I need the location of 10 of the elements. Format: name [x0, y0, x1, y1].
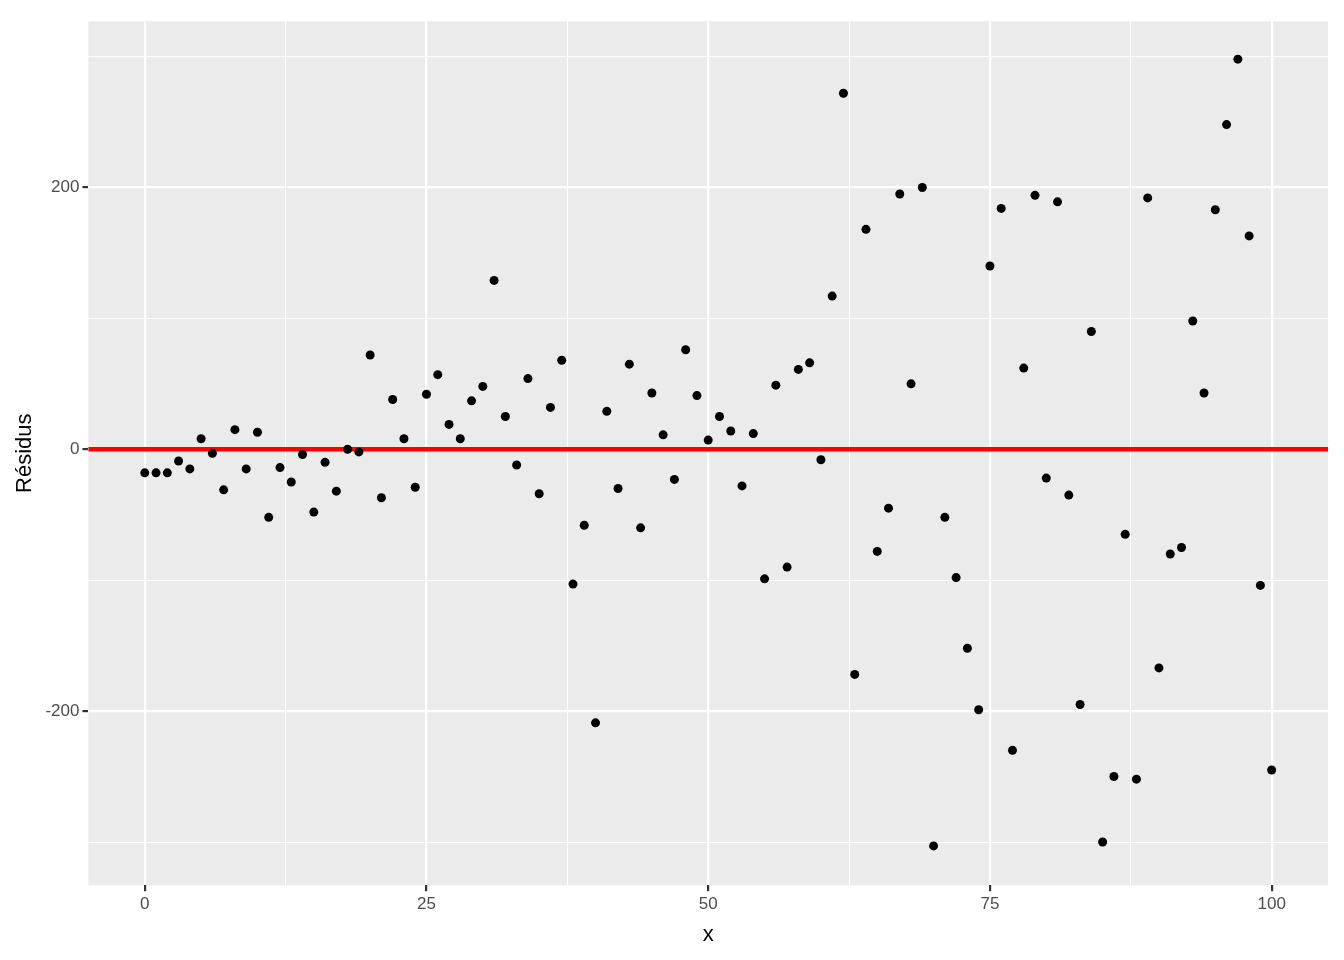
- x-tick-label: 25: [417, 894, 436, 914]
- x-tick-label: 50: [698, 894, 718, 914]
- y-tick-label: 0: [69, 438, 80, 458]
- x-tick-label: 100: [1257, 894, 1286, 914]
- y-tick-label: -200: [45, 700, 80, 720]
- y-axis-title: Résidus: [11, 413, 37, 493]
- x-tick-label: 75: [980, 894, 1000, 914]
- y-tick-label: 200: [51, 177, 80, 197]
- x-axis-title: x: [702, 920, 714, 946]
- x-tick-label: 0: [140, 894, 150, 914]
